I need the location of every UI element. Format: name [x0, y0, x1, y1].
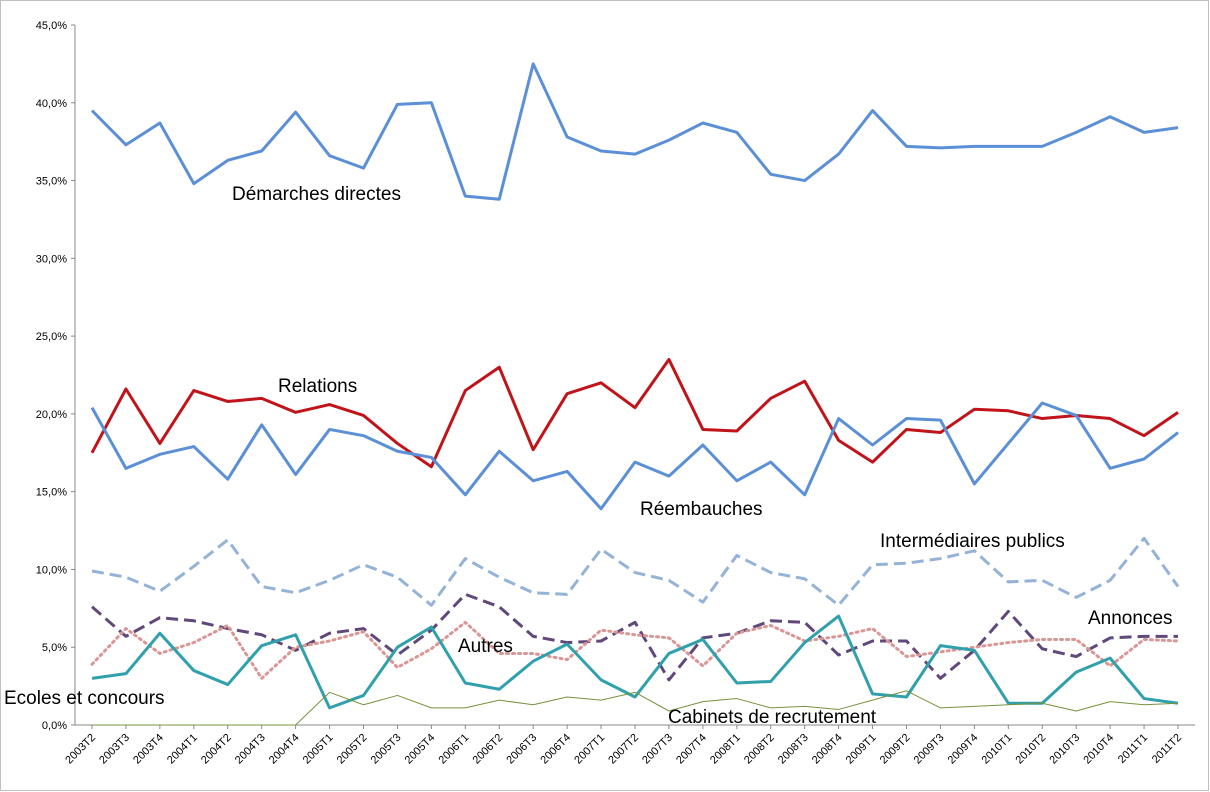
series-label: Autres: [458, 636, 513, 657]
series-label: Ecoles et concours: [4, 688, 165, 709]
y-tick-label: 40,0%: [36, 98, 67, 110]
y-tick-label: 45,0%: [36, 20, 67, 32]
y-tick-label: 25,0%: [36, 331, 67, 343]
series-line: [90, 401, 1179, 511]
series-label: Intermédiaires publics: [880, 531, 1065, 552]
y-tick-label: 10,0%: [36, 564, 67, 576]
series-line: [92, 690, 1179, 726]
series-label: Cabinets de recrutement: [668, 707, 877, 728]
y-tick-label: 20,0%: [36, 409, 67, 421]
series-line: [90, 620, 1180, 680]
series-label: Réembauches: [640, 499, 763, 520]
y-tick-label: 5,0%: [42, 642, 67, 654]
y-tick-label: 0,0%: [42, 720, 67, 732]
series-line: [91, 536, 1180, 607]
series-label: Relations: [278, 376, 357, 397]
series-line: [91, 614, 1179, 710]
series-label: Démarches directes: [232, 184, 401, 205]
y-tick-label: 30,0%: [36, 253, 67, 265]
y-tick-label: 15,0%: [36, 487, 67, 499]
series-line: [90, 357, 1179, 469]
series-label: Annonces: [1088, 608, 1173, 629]
y-tick-label: 35,0%: [36, 176, 67, 188]
series-line: [90, 62, 1179, 201]
series-line: [91, 592, 1178, 682]
